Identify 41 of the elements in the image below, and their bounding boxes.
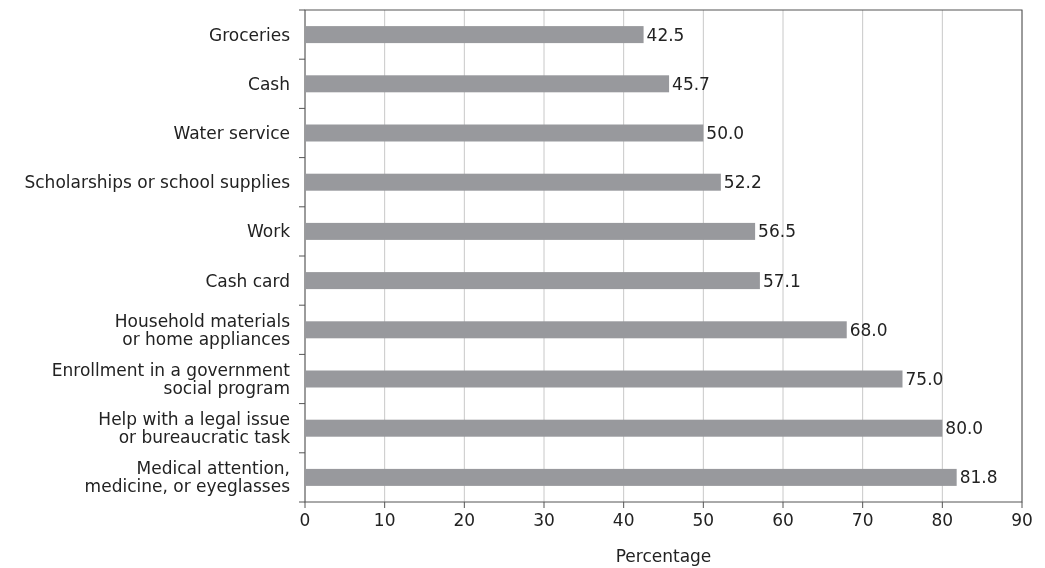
y-tick-label: Enrollment in a government social program <box>51 360 291 398</box>
bar <box>305 173 721 191</box>
data-label: 68.0 <box>849 319 888 340</box>
data-label: 57.1 <box>762 270 801 291</box>
data-label: 75.0 <box>905 369 944 389</box>
bar <box>305 75 670 93</box>
data-label: 50.0 <box>706 123 745 143</box>
x-tick-label: 70 <box>851 510 874 530</box>
x-tick-label: 10 <box>373 510 396 530</box>
y-tick-label: Help with a legal issue or bureaucratic task <box>98 409 291 448</box>
x-axis-title: Percentage <box>615 546 712 566</box>
bar <box>305 222 756 240</box>
x-tick-label: 30 <box>533 510 555 530</box>
data-label: 80.0 <box>945 418 984 439</box>
y-tick-label: Cash <box>248 73 290 94</box>
y-tick-label: Household materials or home appliances <box>114 310 291 349</box>
y-tick-label: Cash card <box>205 270 290 291</box>
bar <box>305 370 903 388</box>
y-tick-label: Water service <box>173 123 290 143</box>
data-label: 45.7 <box>672 73 710 94</box>
x-tick-label: 80 <box>931 510 954 530</box>
y-tick-label: Medical attention, medicine, or eyeglasses <box>84 458 291 497</box>
x-tick-label: 40 <box>612 510 635 530</box>
bar <box>305 124 704 142</box>
data-label: 81.8 <box>959 467 998 488</box>
x-tick-label: 50 <box>692 510 715 530</box>
data-label: 42.5 <box>646 24 685 45</box>
x-tick-label: 20 <box>453 510 476 530</box>
bar <box>305 468 957 486</box>
y-tick-label: Scholarships or school supplies <box>24 172 291 193</box>
data-label: 52.2 <box>723 172 762 193</box>
x-tick-label: 90 <box>1011 510 1033 530</box>
y-tick-label: Groceries <box>208 24 291 45</box>
x-tick-label: 0 <box>299 510 311 530</box>
y-tick-label: Work <box>246 221 291 242</box>
bar <box>305 26 644 44</box>
data-label: 56.5 <box>758 221 796 242</box>
bar <box>305 272 760 290</box>
x-tick-label: 60 <box>772 510 794 530</box>
bar <box>305 321 847 339</box>
bar <box>305 419 943 437</box>
